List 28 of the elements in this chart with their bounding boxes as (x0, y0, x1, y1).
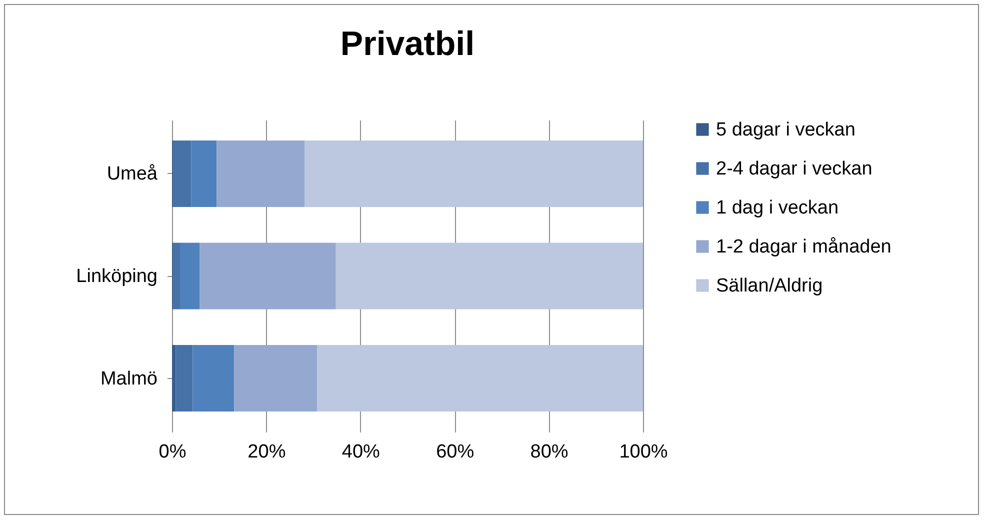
legend-label: 1-2 dagar i månaden (716, 236, 892, 258)
y-tick-label: Umeå (106, 164, 158, 185)
bar (191, 140, 217, 207)
bar (304, 140, 643, 207)
bar (336, 242, 643, 310)
x-tick-label: 40% (342, 442, 380, 462)
x-tick-label: 60% (436, 442, 474, 462)
x-tick-label: 80% (530, 442, 568, 462)
x-tick-label: 100% (619, 442, 668, 462)
chart-title: Privatbil (340, 25, 475, 63)
x-tick-label: 20% (248, 442, 286, 462)
bar (192, 345, 234, 412)
bar (180, 242, 200, 310)
bar (200, 242, 336, 310)
bar (173, 242, 180, 310)
legend-label: 5 dagar i veckan (716, 120, 856, 140)
legend-label: Sällan/Aldrig (716, 276, 823, 296)
bar (173, 140, 192, 207)
bar (234, 345, 318, 412)
bar (317, 345, 643, 412)
bar (216, 140, 305, 207)
x-tick-label: 0% (158, 442, 186, 462)
legend-label: 2-4 dagar i veckan (716, 158, 872, 180)
y-tick-label: Linköping (76, 266, 158, 287)
legend-label: 1 dag i veckan (716, 198, 839, 218)
y-tick-label: Malmö (100, 368, 158, 390)
bar (172, 345, 176, 412)
bar (176, 345, 193, 412)
